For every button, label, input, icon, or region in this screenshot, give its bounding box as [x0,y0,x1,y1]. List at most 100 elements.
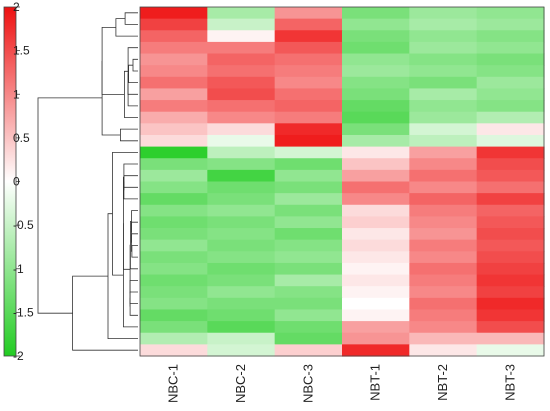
heatmap-cell [409,18,478,31]
heatmap-cell [140,297,208,311]
heatmap-cell [476,65,545,78]
heatmap-cell [409,297,478,311]
heatmap-cell [207,88,276,101]
heatmap-cell [476,239,545,252]
heatmap-cell [140,216,208,229]
heatmap-cell [342,146,410,159]
heatmap-cell [207,181,276,194]
dendrogram-branch [120,128,138,142]
heatmap-cell [342,65,410,78]
heatmap-cell [409,65,478,78]
heatmap-cell [409,344,478,357]
heatmap-cell [476,216,545,229]
heatmap-border [139,6,545,357]
heatmap-cell [274,286,343,299]
heatmap-cell [207,100,276,113]
heatmap-cell [140,204,208,217]
heatmap-cell [476,193,545,206]
heatmap-cell [342,30,410,43]
heatmap-cell [476,251,545,264]
heatmap-cell [409,193,478,206]
heatmap-cell [140,274,208,287]
color-scale-tick-label: -1 [13,262,24,276]
heatmap-cell [342,309,410,322]
heatmap-cell [140,321,208,334]
heatmap-cell [140,286,208,299]
dendrogram-branch [132,58,138,72]
heatmap-cell [342,286,410,299]
heatmap-cell [476,134,545,148]
heatmap-cell [274,146,343,159]
heatmap-cell [342,344,410,357]
row-dendrogram [37,12,138,351]
dendrogram-branch [123,176,131,270]
heatmap-cell [140,18,208,31]
heatmap-cell [409,111,478,124]
heatmap-cell [342,332,410,345]
heatmap-cell [342,297,410,311]
heatmap-cell [207,41,276,55]
heatmap-cell [476,88,545,101]
column-label: NBT-1 [368,364,383,401]
heatmap-cell [476,321,545,334]
heatmap-cell [409,286,478,299]
heatmap-cell [476,53,545,66]
dendrogram-branch [115,18,138,37]
heatmap-cell [342,134,410,148]
heatmap-cell [140,344,208,357]
heatmap-cell [409,309,478,322]
heatmap-cell [140,146,208,159]
column-label: NBC-3 [300,364,315,403]
heatmap-cell [409,158,478,171]
dendrogram-branch [101,27,125,95]
column-label: NBT-2 [435,364,450,401]
dendrogram-branch [123,181,138,200]
color-scale-tick-label: -0.5 [13,218,34,232]
heatmap-cell [274,297,343,311]
heatmap-cell [342,100,410,113]
heatmap-cell [274,30,343,43]
heatmap-cell [207,321,276,334]
heatmap-cell [140,262,208,276]
heatmap-cell [274,65,343,78]
heatmap-cell [207,309,276,322]
heatmap-cell [342,111,410,124]
heatmap-cell [476,100,545,113]
heatmap-cell [140,228,208,241]
heatmap-cell [476,30,545,43]
dendrogram-branch [123,175,138,188]
heatmap-cell [476,158,545,171]
heatmap-cell [342,76,410,90]
heatmap-cell [207,239,276,252]
dendrogram-branch [131,210,138,233]
heatmap-cell [274,169,343,183]
heatmap-cell [342,41,410,55]
heatmap-cell [476,181,545,194]
heatmap-cell [274,53,343,66]
dendrogram-branch [129,291,138,304]
dendrogram-branch [129,297,138,316]
color-scale-tick-label: 1 [13,87,20,101]
heatmap-cell [207,228,276,241]
heatmap-cell [274,251,343,264]
dendrogram-branch [129,280,138,307]
heatmap-cells [140,7,545,357]
heatmap-cell [274,41,343,55]
heatmap-cell [140,193,208,206]
dendrogram-branch [123,223,138,328]
heatmap-cell [342,321,410,334]
heatmap-cell [409,76,478,90]
heatmap-cell [140,134,208,148]
heatmap-cell [207,251,276,264]
dendrogram-branch [124,12,138,25]
heatmap-cell [409,169,478,183]
heatmap-cell [274,262,343,276]
heatmap-cell [140,76,208,90]
heatmap-cell [274,158,343,171]
heatmap-cell [409,321,478,334]
heatmap-cell [207,158,276,171]
heatmap-cell [409,123,478,136]
heatmap-cell [409,30,478,43]
heatmap-cell [140,30,208,43]
heatmap-cell [342,251,410,264]
